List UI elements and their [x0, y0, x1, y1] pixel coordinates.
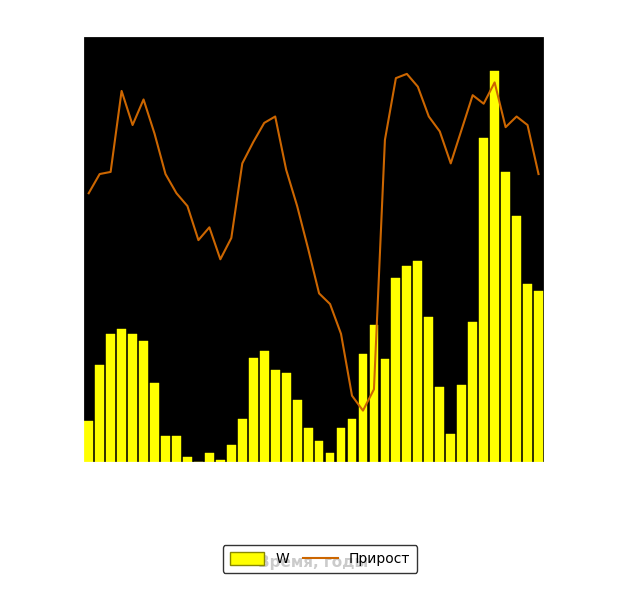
Bar: [249, 358, 258, 462]
Bar: [358, 355, 367, 462]
Bar: [117, 329, 126, 462]
Bar: [139, 341, 148, 462]
Bar: [468, 322, 477, 462]
Bar: [479, 138, 488, 462]
Bar: [534, 291, 543, 462]
Bar: [403, 266, 412, 462]
Bar: [183, 456, 192, 462]
Bar: [501, 172, 510, 462]
Bar: [413, 260, 422, 462]
Bar: [271, 369, 280, 462]
Bar: [523, 284, 532, 462]
Bar: [490, 71, 499, 462]
Bar: [446, 435, 455, 462]
Bar: [304, 427, 312, 462]
Bar: [381, 359, 389, 462]
Bar: [282, 373, 291, 462]
Bar: [238, 419, 246, 462]
Bar: [512, 216, 521, 462]
Bar: [392, 278, 400, 462]
Bar: [315, 441, 323, 462]
Bar: [172, 436, 181, 462]
Bar: [106, 334, 115, 462]
Bar: [458, 385, 466, 462]
Bar: [326, 453, 335, 462]
Bar: [216, 460, 225, 462]
Bar: [369, 326, 378, 462]
X-axis label: Время, годы: Время, годы: [259, 555, 369, 571]
Y-axis label: Площадь солнечных пятен, W: Площадь солнечных пятен, W: [31, 149, 44, 348]
Bar: [337, 427, 346, 462]
Bar: [95, 365, 104, 462]
Bar: [150, 384, 159, 462]
Bar: [435, 387, 444, 462]
Bar: [84, 421, 93, 462]
Bar: [227, 445, 236, 462]
Legend: W, Прирост: W, Прирост: [223, 545, 417, 573]
Bar: [424, 317, 433, 462]
Bar: [161, 436, 170, 462]
Bar: [260, 351, 269, 462]
Bar: [205, 453, 214, 462]
Bar: [128, 334, 137, 462]
Y-axis label: годичный прирсот, индекс: годичный прирсот, индекс: [593, 160, 607, 337]
Bar: [348, 419, 356, 462]
Bar: [292, 400, 301, 462]
